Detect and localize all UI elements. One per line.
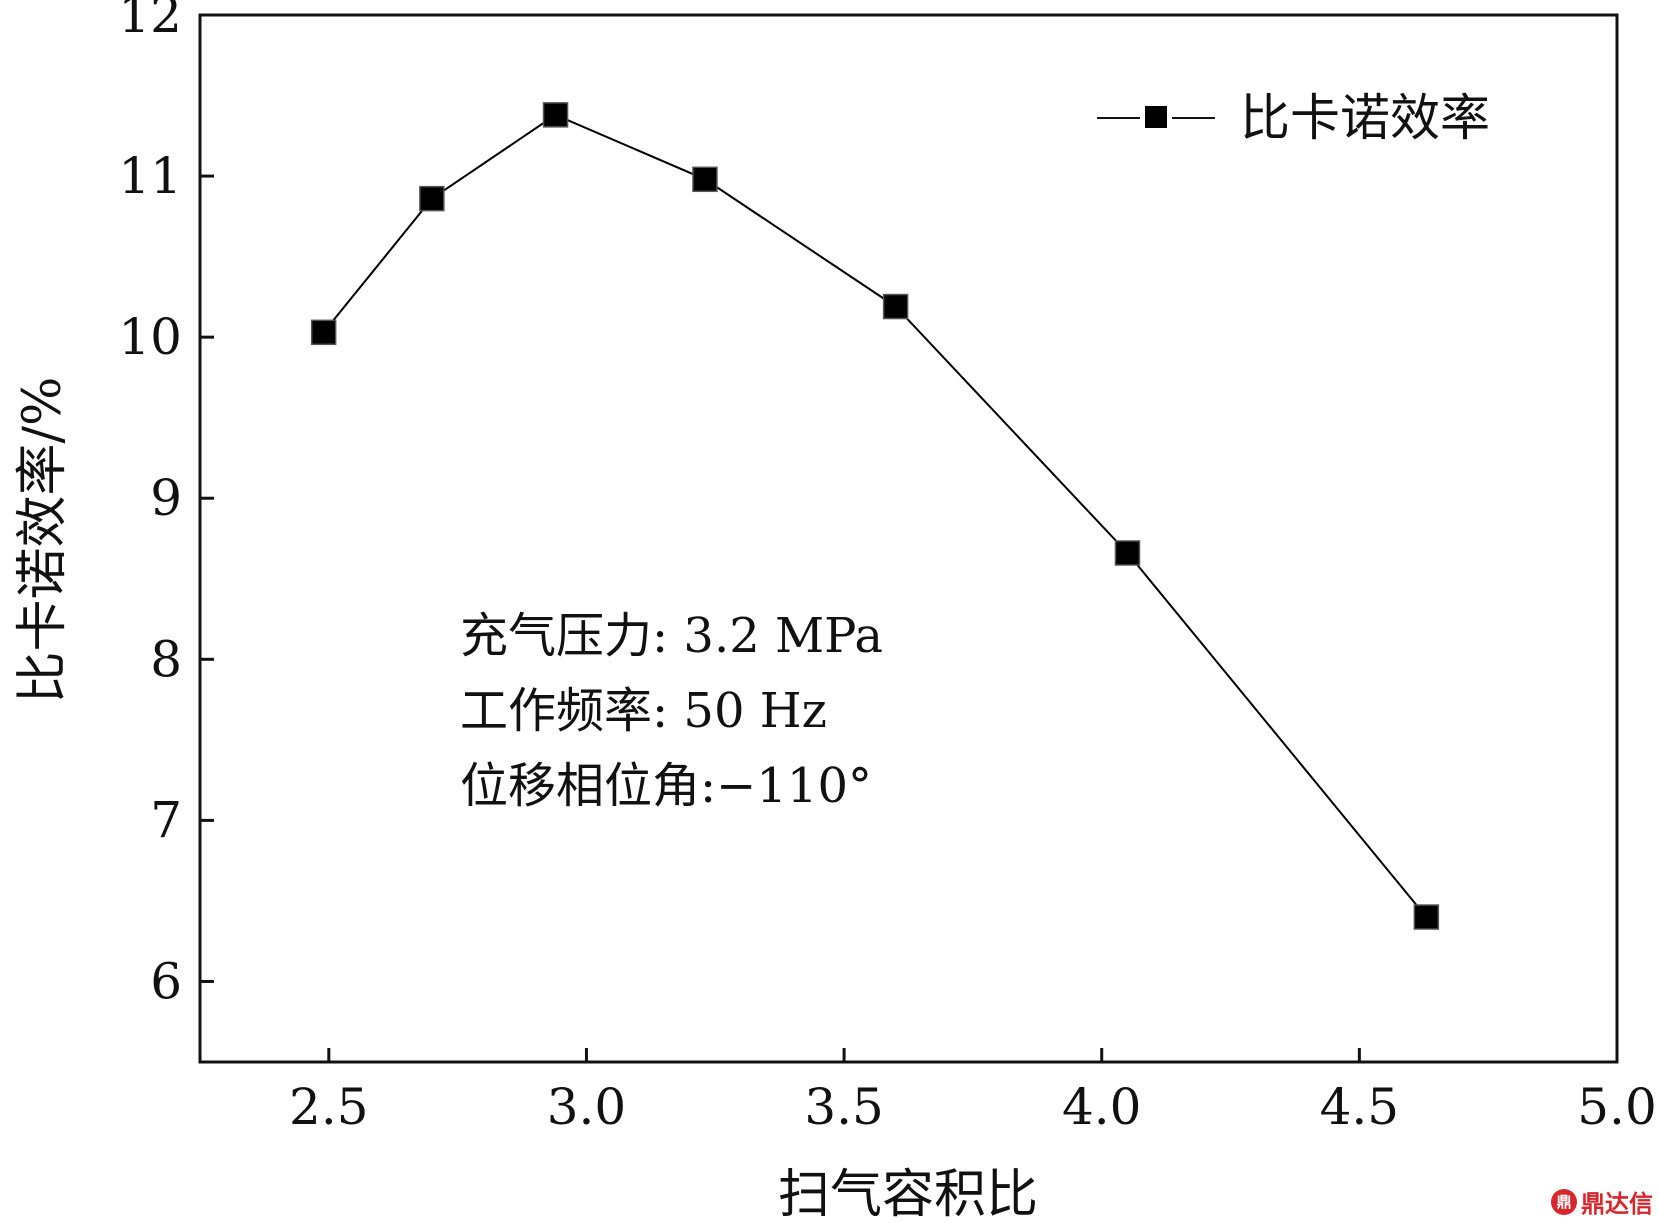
annotation-block: 充气压力: 3.2 MPa 工作频率: 50 Hz 位移相位角:−110° bbox=[460, 608, 883, 814]
legend-label: 比卡诺效率 bbox=[1240, 89, 1490, 147]
legend-marker bbox=[1145, 106, 1167, 128]
data-point-marker bbox=[542, 102, 569, 128]
legend: 比卡诺效率 bbox=[1097, 89, 1490, 147]
x-tick-label: 4.5 bbox=[1320, 1078, 1400, 1136]
watermark-logo-icon: 鼎 bbox=[1551, 1188, 1577, 1215]
x-tick-label: 2.5 bbox=[289, 1078, 369, 1136]
y-tick-label: 9 bbox=[150, 469, 182, 527]
data-point-marker bbox=[310, 319, 337, 346]
y-tick-label: 12 bbox=[118, 0, 182, 44]
plot-frame bbox=[198, 13, 1619, 1064]
data-point-marker bbox=[882, 293, 909, 320]
y-tick-label: 7 bbox=[150, 791, 182, 849]
y-axis-label: 比卡诺效率/% bbox=[13, 377, 73, 704]
series-markers bbox=[310, 102, 1440, 930]
y-tick-label: 6 bbox=[150, 952, 182, 1010]
y-tick-label: 11 bbox=[118, 147, 182, 205]
annotation-phase-angle: 位移相位角:−110° bbox=[460, 758, 872, 814]
x-tick-label: 3.0 bbox=[547, 1078, 627, 1136]
data-point-marker bbox=[1114, 540, 1141, 566]
watermark-text: 鼎达信 bbox=[1581, 1190, 1653, 1218]
data-point-marker bbox=[1413, 904, 1440, 930]
x-tick-label: 5.0 bbox=[1577, 1078, 1657, 1136]
data-point-marker bbox=[419, 185, 445, 212]
x-axis-label: 扫气容积比 bbox=[778, 1165, 1038, 1223]
ticks-layer: 2.5 3.0 3.5 4.0 4.5 5.0 6 7 8 9 10 11 12 bbox=[118, 0, 1656, 1136]
data-point-marker bbox=[692, 166, 718, 193]
y-tick-label: 10 bbox=[118, 308, 182, 366]
annotation-pressure: 充气压力: 3.2 MPa bbox=[460, 608, 883, 664]
x-tick-label: 3.5 bbox=[804, 1078, 884, 1136]
y-tick-label: 8 bbox=[150, 630, 182, 688]
annotation-frequency: 工作频率: 50 Hz bbox=[460, 683, 827, 739]
x-tick-label: 4.0 bbox=[1062, 1078, 1142, 1136]
watermark: 鼎 鼎达信 bbox=[1551, 1184, 1653, 1219]
